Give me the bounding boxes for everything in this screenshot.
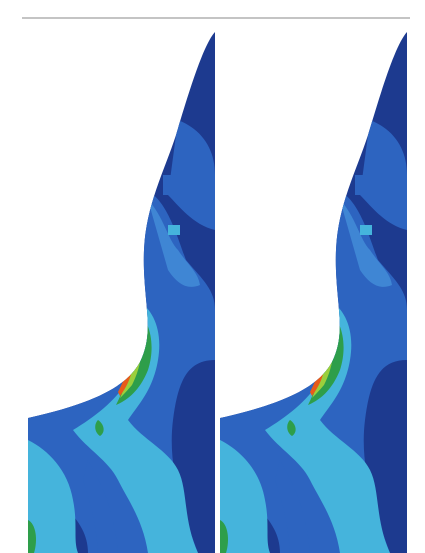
- left-panel: [28, 30, 215, 553]
- right-panel: [220, 30, 407, 553]
- contour-figure: [0, 0, 425, 553]
